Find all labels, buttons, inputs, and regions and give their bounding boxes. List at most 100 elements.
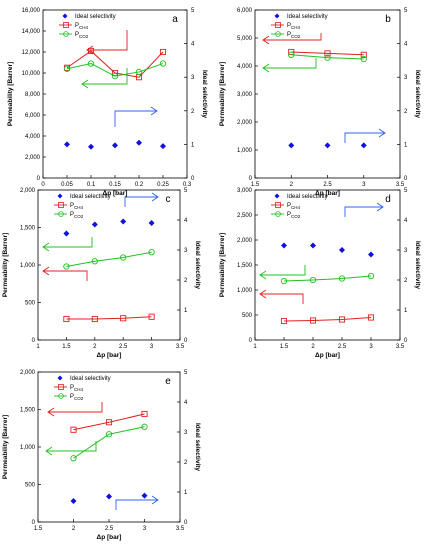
arrow-head [42, 242, 50, 252]
panel-label: b [385, 14, 391, 25]
x-tick-label: 2.5 [338, 344, 347, 350]
arrow-line [82, 68, 128, 85]
data-point-ideal [120, 218, 127, 225]
y-tick-label: 5,000 [237, 36, 253, 42]
legend-label-ideal: Ideal selectivity [287, 194, 328, 200]
series-p-co2 [280, 272, 375, 285]
data-point-co2 [280, 277, 288, 285]
data-point-ch4 [338, 316, 346, 323]
y-axis-label: Permeability [Barrer] [2, 233, 9, 297]
arrow-line [344, 132, 385, 143]
panel-c: 1 1.5 2 2.5 3 3.505001,0001,5002,000012345Δp … [2, 188, 201, 359]
panel-label: c [166, 194, 171, 205]
arrow-line [43, 237, 93, 248]
x-tick-label: 0.15 [109, 182, 121, 188]
y2-tick-label: 0 [404, 338, 408, 344]
data-point-co2 [367, 272, 375, 280]
series-line [66, 251, 152, 267]
legend-label-ch4: PCH4 [70, 385, 84, 392]
series-p-co2 [70, 423, 148, 462]
data-point-ideal [64, 141, 70, 148]
y-tick-label: 3,000 [237, 188, 253, 194]
axis-indicator-arrow [45, 441, 97, 456]
y-tick-label: 4,000 [237, 64, 253, 70]
x-tick-label: 2 [311, 344, 315, 350]
data-point-ideal [70, 498, 77, 504]
series-line [73, 413, 145, 431]
legend-label-co2: PCO2 [70, 394, 84, 401]
y2-tick-label: 2 [404, 278, 408, 284]
y2-axis-label: Ideal selectivity [414, 241, 421, 289]
x-tick-label: 0.05 [61, 182, 73, 188]
y-tick-label: 14,000 [22, 29, 41, 35]
arrow-line [124, 196, 158, 207]
legend-label-co2: PCO2 [287, 32, 301, 39]
plot-frame [254, 9, 401, 179]
data-point-co2 [91, 258, 98, 265]
legend-label-ideal: Ideal selectivity [70, 194, 111, 200]
x-tick-label: 3 [150, 344, 154, 350]
panel-d: 1 1.5 2 2.5 3 3.505001,0001,5002,0002,5003,00… [219, 188, 421, 359]
series-line [283, 275, 372, 282]
series-ideal-selectivity [281, 242, 374, 258]
y-tick-label: 3,000 [237, 92, 253, 98]
y2-tick-label: 1 [184, 490, 188, 496]
axis-indicator-arrow [344, 128, 386, 143]
y2-tick-label: 1 [404, 308, 408, 314]
arrow-head [45, 446, 53, 456]
legend-marker-co2 [58, 393, 64, 399]
data-point-ch4 [120, 315, 127, 322]
data-point-ch4 [159, 48, 167, 56]
y-tick-label: 2,000 [237, 238, 253, 244]
arrow-head [262, 35, 270, 45]
legend: Ideal selectivity PCH4 PCO2 [54, 193, 111, 219]
x-tick-label: 2.5 [323, 182, 332, 188]
data-point-ch4 [280, 317, 288, 325]
y2-tick-label: 0 [404, 176, 408, 182]
legend-label-ch4: PCH4 [287, 203, 301, 210]
y2-axis-label: Ideal selectivity [201, 70, 208, 118]
x-tick-label: 2.5 [119, 344, 128, 350]
data-point-co2 [63, 65, 71, 72]
y-tick-label: 12,000 [22, 50, 41, 56]
arrow-line [344, 206, 383, 217]
series-ideal-selectivity [63, 218, 155, 237]
arrow-head [86, 45, 94, 55]
series-p-ch4 [63, 47, 167, 81]
arrow-head [150, 106, 158, 116]
x-tick-label: 3.5 [396, 344, 405, 350]
axis-indicator-arrow [262, 58, 317, 73]
legend: Ideal selectivity PCH4 PCO2 [54, 375, 111, 401]
panel-label: e [165, 376, 171, 387]
data-point-co2 [148, 249, 155, 256]
y-tick-label: 0 [32, 520, 36, 526]
y-tick-label: 1,000 [20, 263, 36, 269]
y-tick-label: 2,500 [237, 213, 253, 219]
y-tick-label: 500 [242, 313, 253, 319]
data-point-ideal [148, 220, 155, 226]
y-axis-label: Permeability [Barrer] [219, 233, 226, 297]
series-p-ch4 [280, 314, 375, 325]
arrow-line [43, 270, 88, 281]
x-axis-label: Δp [bar] [315, 190, 340, 197]
arrow-head [47, 407, 55, 417]
legend-marker-ch4 [275, 202, 281, 208]
data-point-ch4 [367, 314, 375, 321]
y-tick-label: 8,000 [25, 92, 41, 98]
legend: Ideal selectivity PCH4 PCO2 [59, 13, 116, 39]
legend-label-co2: PCO2 [75, 32, 89, 39]
data-point-co2 [309, 276, 317, 284]
y2-tick-label: 3 [184, 248, 188, 254]
data-point-co2 [288, 51, 295, 58]
arrow-head [259, 289, 267, 299]
panel-label: d [385, 194, 391, 205]
y-tick-label: 16,000 [22, 8, 41, 14]
axis-indicator-arrow [86, 30, 128, 55]
x-tick-label: 0.3 [183, 182, 192, 188]
y2-tick-label: 0 [184, 520, 188, 526]
series-line [66, 316, 152, 320]
legend-marker-ideal [274, 193, 280, 199]
axis-indicator-arrow [115, 495, 159, 510]
y-tick-label: 1,000 [237, 288, 253, 294]
